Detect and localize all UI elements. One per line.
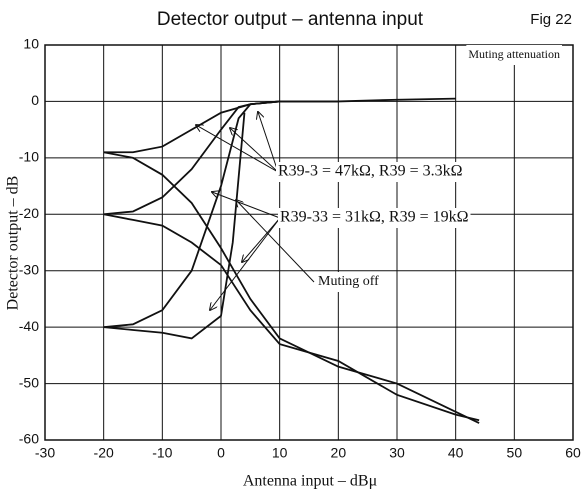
- x-tick-label: 10: [272, 445, 288, 461]
- annotation-bg: [276, 162, 465, 182]
- arrow: [258, 112, 279, 173]
- y-tick-label: 10: [23, 36, 39, 52]
- arrow: [236, 200, 315, 283]
- y-tick-label: -30: [19, 261, 39, 277]
- x-tick-label: 0: [217, 445, 225, 461]
- annotation: R39-33 = 31kΩ, R39 = 19kΩ: [280, 209, 469, 226]
- y-tick-label: 0: [31, 92, 39, 108]
- y-tick-label: -20: [19, 205, 39, 221]
- y-axis-label: Detector output – dB: [5, 176, 22, 311]
- line-series: [103, 213, 480, 422]
- annotation: R39-3 = 47kΩ, R39 = 3.3kΩ: [278, 163, 463, 180]
- y-tick-label: -60: [19, 431, 39, 447]
- arrows: [196, 112, 315, 310]
- arrow: [230, 128, 279, 173]
- x-tick-label: -30: [35, 445, 55, 461]
- x-tick-label: 50: [507, 445, 523, 461]
- x-tick-label: 30: [389, 445, 405, 461]
- y-tick-label: -40: [19, 318, 39, 334]
- line-series: [103, 112, 246, 340]
- y-tick-label: -50: [19, 374, 39, 390]
- x-tick-label: -20: [94, 445, 114, 461]
- line-series: [103, 100, 280, 329]
- chart-title: Detector output – antenna input: [157, 9, 424, 30]
- y-tick-label: -10: [19, 149, 39, 165]
- line-series: [103, 151, 480, 424]
- annotation: Muting attenuation: [468, 47, 560, 61]
- annotation-bg: [278, 208, 471, 228]
- figure-label: Fig 22: [530, 11, 572, 28]
- annotation: Muting off: [318, 274, 379, 289]
- x-tick-label: 60: [565, 445, 581, 461]
- x-tick-label: -10: [152, 445, 172, 461]
- annotation-bg: [466, 45, 562, 65]
- x-axis-label: Antenna input – dBμ: [243, 473, 377, 490]
- annotation-bg: [316, 272, 381, 292]
- arrow: [196, 125, 279, 173]
- arrow: [242, 217, 281, 262]
- line-series: [103, 97, 456, 154]
- arrow: [212, 192, 281, 219]
- plot-frame: [44, 44, 574, 441]
- x-tick-label: 40: [448, 445, 464, 461]
- x-tick-label: 20: [331, 445, 347, 461]
